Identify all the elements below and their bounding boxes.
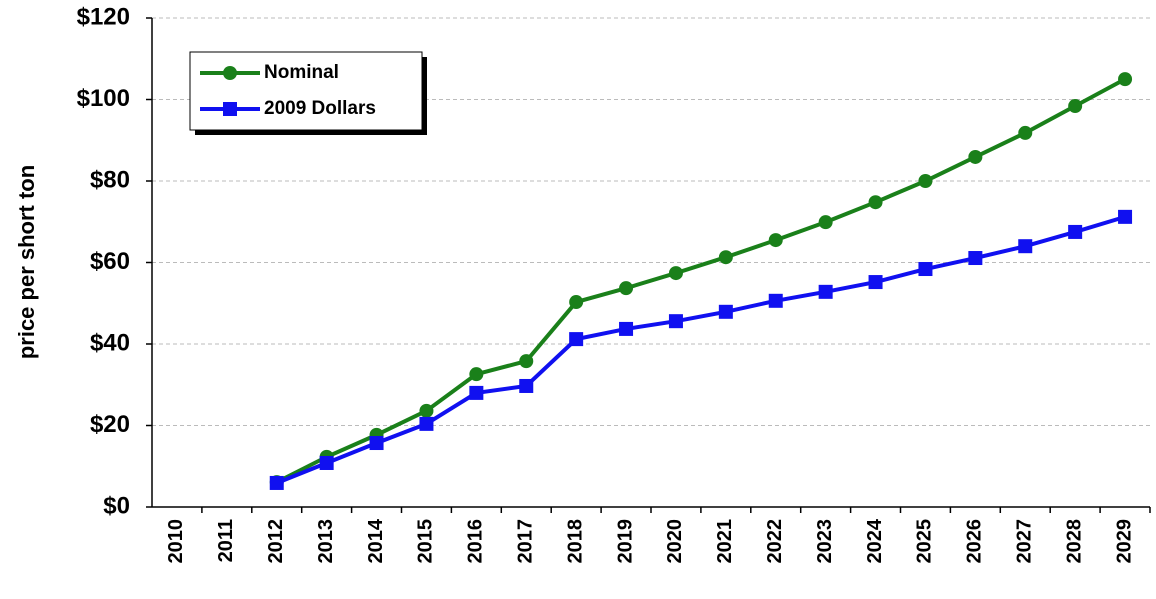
x-tick-label: 2016 [465,519,487,564]
marker [668,314,683,329]
x-tick-label: 2020 [664,519,686,564]
x-tick-label: 2024 [864,518,886,563]
marker [868,195,883,210]
marker [419,403,434,418]
marker [1018,239,1033,254]
y-tick-label: $40 [90,329,130,356]
x-tick-label: 2014 [365,518,387,563]
marker [419,416,434,431]
x-tick-label: 2026 [964,519,986,564]
legend-label: 2009 Dollars [264,98,376,119]
marker [269,475,284,490]
legend-label: Nominal [264,62,339,83]
x-tick-label: 2019 [614,519,636,564]
marker [319,455,334,470]
y-tick-label: $20 [90,411,130,438]
marker [1068,224,1083,239]
marker [868,275,883,290]
y-tick-label: $120 [77,3,130,30]
marker [818,215,833,230]
marker [768,233,783,248]
x-tick-label: 2023 [814,519,836,564]
marker [918,262,933,277]
series [269,72,1133,490]
line [276,214,1126,485]
y-tick-label: $0 [103,492,130,519]
x-tick-label: 2029 [1113,519,1135,564]
x-tick-label: 2025 [914,519,936,564]
marker [1068,99,1083,114]
y-tick-label: $80 [90,166,130,193]
y-tick-label: $60 [90,248,130,275]
marker [619,281,634,296]
marker [469,367,484,382]
marker [619,321,634,336]
marker [918,174,933,188]
x-tick-label: 2011 [215,519,237,562]
line [275,77,1126,484]
marker [968,149,983,164]
legend [189,51,423,131]
marker [569,332,584,347]
x-tick-label: 2021 [714,519,736,564]
y-axis-label: price per short ton [14,165,39,359]
marker [569,295,584,310]
marker [718,250,733,265]
marker [1118,72,1133,87]
marker [668,266,683,281]
marker [818,284,833,299]
x-tick-label: 2027 [1014,519,1036,564]
legend-marker [223,102,237,116]
marker [768,293,783,308]
legend-marker [223,66,237,80]
y-tick-label: $100 [77,85,130,112]
x-tick-label: 2015 [415,519,437,564]
x-tick-label: 2013 [315,519,337,564]
x-tick-label: 2010 [165,519,187,564]
marker [469,385,484,400]
x-tick-label: 2018 [564,519,586,564]
x-tick-label: 2022 [764,519,786,564]
marker [968,251,983,266]
marker [718,304,733,319]
x-tick-label: 2012 [265,519,287,564]
x-tick-label: 2017 [515,519,537,564]
series [269,209,1133,490]
marker [1118,209,1133,224]
marker [519,354,534,369]
x-tick-label: 2028 [1063,519,1085,564]
marker [1018,125,1033,140]
marker [519,378,534,393]
marker [369,436,384,451]
